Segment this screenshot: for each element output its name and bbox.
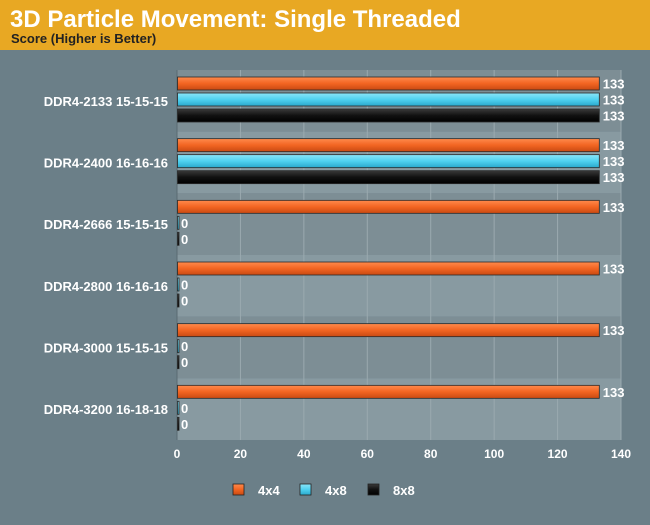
bar-4x4: [177, 384, 600, 399]
category-label: DDR4-2400 16-16-16: [44, 156, 168, 171]
bar-4x8: [177, 92, 600, 107]
bar-value-label: 0: [181, 232, 188, 247]
bar-value-label: 133: [603, 323, 625, 338]
bar-4x4: [177, 76, 600, 91]
bar-value-label: 133: [603, 93, 625, 108]
bar-4x4: [177, 138, 600, 153]
bar-value-label: 0: [181, 294, 188, 309]
x-tick-label: 40: [297, 447, 311, 461]
bar-value-label: 0: [181, 278, 188, 293]
legend-swatch-4x8: [299, 483, 312, 496]
bar-value-label: 133: [603, 385, 625, 400]
bar-value-label: 133: [603, 170, 625, 185]
x-tick-label: 120: [548, 447, 568, 461]
x-tick-label: 60: [361, 447, 375, 461]
legend-label-8x8: 8x8: [393, 483, 415, 498]
bar-4x4: [177, 199, 600, 214]
category-label: DDR4-2133 15-15-15: [44, 94, 168, 109]
bar-4x8: [177, 339, 180, 354]
category-label: DDR4-3200 16-18-18: [44, 402, 168, 417]
bar-value-label: 133: [603, 77, 625, 92]
bar-8x8: [177, 416, 180, 431]
bar-8x8: [177, 231, 180, 246]
chart-subtitle: Score (Higher is Better): [11, 31, 157, 46]
bar-value-label: 133: [603, 138, 625, 153]
legend-label-4x8: 4x8: [325, 483, 347, 498]
bar-value-label: 0: [181, 401, 188, 416]
bar-value-label: 0: [181, 216, 188, 231]
category-label: DDR4-3000 15-15-15: [44, 341, 168, 356]
bar-4x4: [177, 323, 600, 338]
legend-swatch-4x4: [232, 483, 245, 496]
category-label: DDR4-2800 16-16-16: [44, 279, 168, 294]
bar-4x8: [177, 277, 180, 292]
bar-value-label: 133: [603, 154, 625, 169]
bar-value-label: 133: [603, 200, 625, 215]
bar-value-label: 0: [181, 339, 188, 354]
bar-4x8: [177, 215, 180, 230]
legend-label-4x4: 4x4: [258, 483, 280, 498]
chart-title: 3D Particle Movement: Single Threaded: [10, 6, 461, 33]
bar-value-label: 133: [603, 109, 625, 124]
bar-4x4: [177, 261, 600, 276]
bar-4x8: [177, 400, 180, 415]
chart-header: 3D Particle Movement: Single Threaded Sc…: [0, 0, 650, 50]
bar-8x8: [177, 170, 600, 185]
x-tick-label: 20: [234, 447, 248, 461]
bar-value-label: 0: [181, 417, 188, 432]
bar-value-label: 133: [603, 262, 625, 277]
x-tick-label: 100: [484, 447, 504, 461]
category-label: DDR4-2666 15-15-15: [44, 217, 168, 232]
x-tick-label: 80: [424, 447, 438, 461]
x-tick-label: 140: [611, 447, 631, 461]
legend-swatch-8x8: [367, 483, 380, 496]
bar-4x8: [177, 154, 600, 169]
bar-8x8: [177, 108, 600, 123]
bar-value-label: 0: [181, 355, 188, 370]
bar-8x8: [177, 355, 180, 370]
x-tick-label: 0: [174, 447, 181, 461]
bar-8x8: [177, 293, 180, 308]
